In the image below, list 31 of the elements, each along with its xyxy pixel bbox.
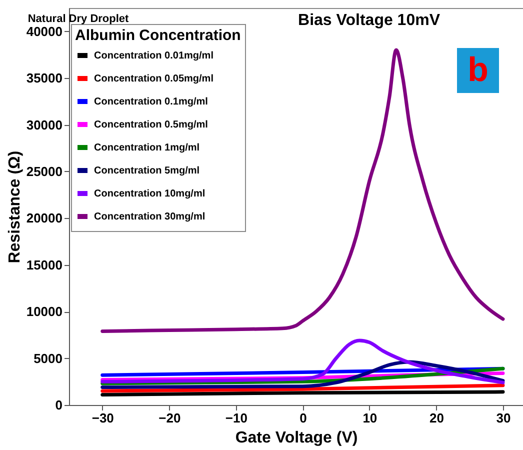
annotation: Bias Voltage 10mV [298, 12, 440, 29]
x-tick-label: 30 [496, 410, 511, 426]
x-tick-label: −10 [225, 410, 248, 426]
legend-label: Concentration 5mg/ml [94, 166, 200, 176]
line-series [100, 338, 505, 384]
x-tick-label: −30 [92, 410, 114, 426]
legend-label: Concentration 1mg/ml [94, 142, 200, 154]
legend-label: Concentration 0.5mg/ml [94, 120, 208, 130]
y-axis-title: Resistance (Ω) [6, 150, 24, 264]
x-tick-label: 20 [429, 410, 444, 426]
x-tick-label: 0 [300, 410, 307, 426]
y-tick-label: 20000 [26, 210, 62, 226]
legend-label: Concentration 30mg/ml [94, 212, 206, 222]
y-tick-label: 5000 [34, 350, 62, 366]
y-tick-label: 0 [55, 398, 62, 412]
y-tick-label: 25000 [26, 164, 62, 179]
y-tick-label: 10000 [26, 304, 62, 320]
x-tick-label: −20 [158, 410, 181, 426]
y-tick-label: 15000 [26, 257, 62, 272]
x-axis-title: Gate Voltage (V) [235, 430, 358, 446]
legend-title: Albumin Concentration [75, 27, 241, 44]
y-tick-label: 35000 [26, 70, 62, 86]
y-tick-label: 40000 [26, 24, 62, 39]
legend-label: Concentration 10mg/ml [94, 188, 206, 200]
legend-label: Concentration 0.05mg/ml [94, 74, 214, 84]
annotation: b [468, 51, 488, 89]
legend-label: Concentration 0.01mg/ml [94, 50, 214, 62]
line-series [100, 360, 505, 389]
y-tick-label: 30000 [26, 117, 62, 132]
legend-label: Concentration 0.1mg/ml [94, 96, 208, 108]
x-tick-label: 10 [362, 410, 378, 426]
